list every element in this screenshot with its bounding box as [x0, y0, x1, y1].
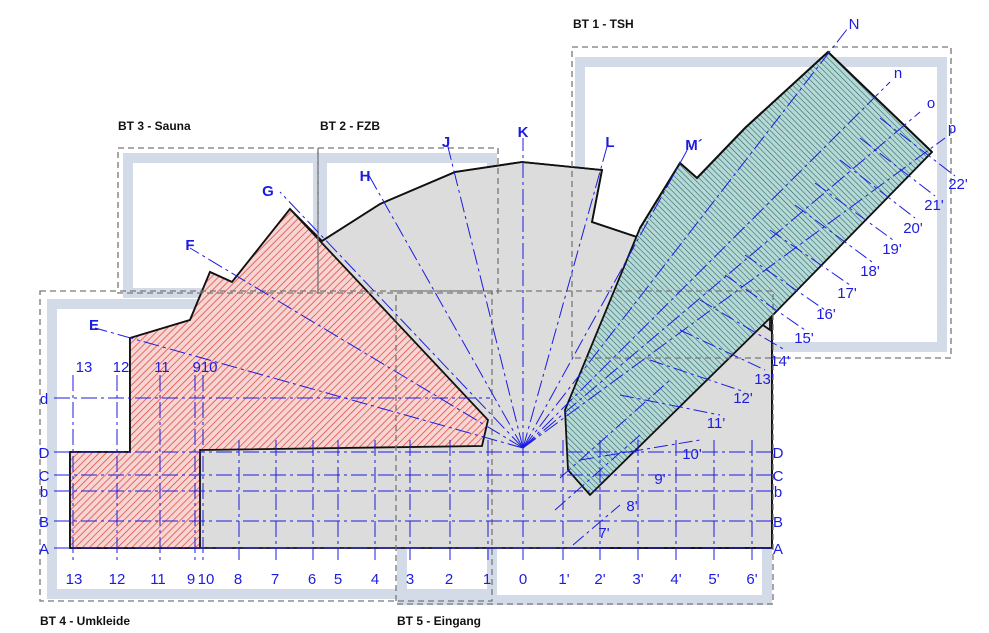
primed-label: 13' [754, 371, 774, 388]
side-label: p [948, 120, 956, 137]
row-label: B [39, 514, 49, 531]
axis-label: 12 [109, 571, 126, 588]
section-borders [39, 46, 952, 605]
axis-label: 5 [334, 571, 342, 588]
grid-lines [54, 27, 946, 560]
primed-axis-lines [554, 117, 956, 546]
radial-label: M´ [685, 137, 703, 154]
row-label: b [40, 484, 48, 501]
radial-label: G [262, 183, 274, 200]
axis-label: 3' [632, 571, 643, 588]
side-label: o [927, 95, 935, 112]
row-label: D [773, 445, 784, 462]
radial-label: K [518, 124, 529, 141]
bt1-title: BT 1 - TSH [573, 17, 634, 31]
primed-label: 9' [654, 471, 665, 488]
bt5-border [395, 290, 774, 605]
axis-label: 13 [76, 359, 93, 376]
primed-label: 12' [733, 390, 753, 407]
row-label: B [773, 514, 783, 531]
row-label: A [39, 541, 49, 558]
axis-label: 13 [66, 571, 83, 588]
radial-label: F [185, 237, 194, 254]
axis-label: 2' [594, 571, 605, 588]
primed-label: 7' [598, 525, 609, 542]
primed-label: 14' [770, 353, 790, 370]
axis-label: 11 [150, 571, 166, 588]
bt3-title: BT 3 - Sauna [118, 119, 191, 133]
axis-label: 12 [113, 359, 130, 376]
axis-label: 8 [234, 571, 242, 588]
bt2-title: BT 2 - FZB [320, 119, 380, 133]
axis-label: 3 [406, 571, 414, 588]
primed-label: 11' [707, 415, 726, 432]
axis-label: 4' [670, 571, 681, 588]
row-label: D [39, 445, 50, 462]
radial-label: L [605, 134, 614, 151]
radial-label: J [442, 134, 450, 151]
axis-label: 1 [483, 571, 491, 588]
primed-axis-labels: 7' 8' 9' 10' 11' 12' 13' 14' 15' 16' 17'… [598, 176, 968, 542]
radial-axis-labels: E F G H J K L M´ N [89, 16, 859, 334]
primed-label: 8' [626, 498, 637, 515]
primed-label: 22' [948, 176, 968, 193]
radial-label: H [360, 168, 371, 185]
bt1-border [571, 46, 952, 359]
axis-label: 9 [187, 571, 195, 588]
axis-label: 10 [198, 571, 215, 588]
bt1-outline [639, 50, 933, 229]
bt2-border [317, 147, 499, 294]
axis-label: 5' [708, 571, 719, 588]
bt5-title: BT 5 - Eingang [397, 614, 481, 628]
bottom-axis-labels: 13 12 11 9 10 8 7 6 5 4 3 2 1 0 1' 2' 3'… [66, 571, 758, 588]
axis-label: 0 [519, 571, 527, 588]
bt1-side-labels: n o p [894, 65, 956, 137]
side-label: n [894, 65, 902, 82]
row-label: A [773, 541, 783, 558]
primed-label: 10' [682, 446, 702, 463]
primed-label: 16' [816, 306, 836, 323]
radial-label: N [849, 16, 860, 33]
axis-label: 6' [746, 571, 757, 588]
axis-label: 7 [271, 571, 279, 588]
primed-label: 21' [924, 197, 944, 214]
axis-label: 1' [558, 571, 569, 588]
primed-label: 15' [794, 330, 814, 347]
axis-label: 11 [154, 359, 170, 376]
axis-label: 910 [192, 359, 217, 376]
row-label: b [774, 484, 782, 501]
axis-label: 6 [308, 571, 316, 588]
bt4-border [39, 290, 493, 602]
axis-label: 2 [445, 571, 453, 588]
row-label: C [39, 468, 50, 485]
bt3-border [117, 147, 319, 294]
axis-label: 4 [371, 571, 379, 588]
row-label: C [773, 468, 784, 485]
left-row-labels: D C b B A d [39, 391, 50, 558]
row-label: d [40, 391, 48, 408]
outline-upper [321, 161, 641, 242]
primed-label: 20' [903, 220, 923, 237]
right-row-labels: D C b B A [773, 445, 784, 558]
primed-label: 19' [882, 241, 902, 258]
bt4-title: BT 4 - Umkleide [40, 614, 130, 628]
primed-label: 17' [837, 285, 857, 302]
primed-label: 18' [860, 263, 880, 280]
top-axis-labels: 13 12 11 910 [76, 359, 218, 376]
radial-label: E [89, 317, 99, 334]
